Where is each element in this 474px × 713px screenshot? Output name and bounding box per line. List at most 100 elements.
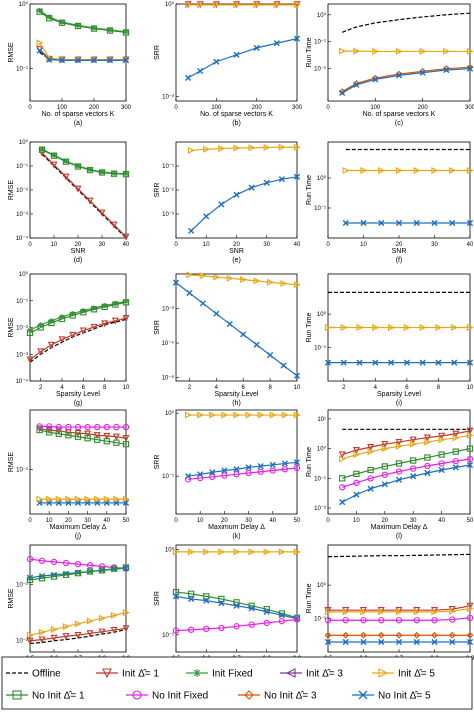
marker-no-init-5 [197, 471, 204, 478]
marker-no-init-1 [122, 171, 130, 178]
marker-no-init-fixed [84, 423, 91, 431]
subfigure-caption: (d) [74, 257, 83, 264]
marker-no-init-fixed [449, 616, 456, 623]
y-tick-label: 10⁰ [19, 1, 29, 8]
marker-no-init-fixed [62, 559, 70, 567]
marker-no-init-5 [36, 47, 43, 54]
marker-no-init-1 [101, 303, 108, 311]
marker-init-fixed [75, 22, 81, 28]
marker-init-fixed [91, 25, 97, 31]
series-line-no-init-fixed [29, 558, 127, 570]
x-tick-label: 40 [467, 242, 474, 248]
marker-no-init-fixed [466, 614, 474, 622]
plot-frame [327, 544, 471, 653]
marker-init-5 [233, 548, 241, 556]
marker-no-init-fixed [424, 462, 431, 470]
y-tick-label: 10⁻⁶ [162, 375, 175, 382]
marker-no-init-fixed [257, 468, 264, 475]
y-tick-label: 10⁻¹ [16, 582, 28, 588]
marker-init-fixed [107, 27, 113, 33]
legend-frame [1, 656, 473, 710]
marker-no-init-5 [267, 352, 274, 359]
marker-init-fixed [193, 669, 201, 677]
marker-init-1 [122, 314, 130, 322]
marker-no-init-5 [248, 184, 255, 191]
marker-no-init-3 [244, 690, 254, 700]
x-tick-label: 4 [374, 385, 378, 391]
marker-no-init-3 [413, 631, 421, 639]
marker-init-5 [413, 167, 421, 174]
marker-init-1 [338, 451, 346, 459]
marker-init-5 [248, 144, 256, 152]
marker-no-init-5 [353, 491, 360, 498]
x-axis-label: SNR [71, 248, 86, 255]
marker-no-init-5 [90, 57, 98, 64]
marker-no-init-fixed [378, 617, 385, 624]
marker-init-1 [90, 323, 98, 331]
chart-panel-m: 0.50.60.70.80.910⁻¹10⁻²Correlation Coeff… [8, 544, 131, 678]
x-tick-label: 2 [39, 385, 43, 391]
marker-no-init-5 [435, 359, 442, 366]
x-axis-label: No. of sparse vectors K [200, 111, 273, 118]
marker-no-init-1 [50, 573, 58, 580]
x-tick-label: 0 [28, 518, 32, 524]
marker-no-init-fixed [410, 465, 417, 472]
marker-no-init-1 [110, 565, 118, 572]
y-axis-label: Run Time [306, 312, 313, 342]
marker-init-5 [263, 548, 271, 556]
marker-init-1 [110, 626, 118, 634]
marker-init-5 [419, 47, 427, 55]
marker-no-init-fixed [98, 563, 106, 570]
marker-no-init-fixed [209, 473, 216, 480]
marker-no-init-1 [58, 315, 66, 323]
marker-init-5 [431, 167, 439, 174]
marker-init-5 [184, 411, 192, 419]
y-tick-label: 10⁻² [16, 639, 28, 645]
x-tick-label: 20 [396, 242, 403, 248]
marker-init-5 [122, 609, 130, 617]
marker-no-init-1 [452, 448, 459, 455]
marker-init-5 [378, 608, 386, 616]
marker-init-1 [423, 434, 431, 442]
marker-init-5 [280, 280, 288, 287]
marker-no-init-fixed [46, 423, 53, 430]
marker-init-1 [101, 320, 109, 328]
marker-init-5 [233, 144, 241, 152]
x-tick-label: 100 [370, 105, 381, 111]
marker-init-5 [431, 608, 439, 616]
marker-init-5 [113, 495, 121, 503]
marker-init-1 [395, 438, 403, 446]
marker-init-5 [381, 445, 389, 453]
marker-no-init-1 [90, 25, 98, 32]
marker-no-init-5 [58, 57, 66, 64]
marker-init-5 [46, 495, 54, 503]
marker-no-init-1 [122, 29, 130, 36]
series-line-no-init-5 [341, 464, 471, 503]
marker-no-init-fixed [466, 455, 474, 463]
marker-no-init-5 [293, 35, 301, 42]
marker-no-init-1 [410, 457, 417, 464]
marker-no-init-1 [36, 8, 43, 15]
y-tick-label: 10⁰ [19, 139, 29, 146]
marker-init-fixed [91, 305, 97, 311]
y-tick-label: 10⁻³ [162, 212, 174, 218]
marker-no-init-5 [449, 219, 456, 227]
marker-init-5 [367, 448, 375, 456]
subfigure-caption: (j) [75, 533, 81, 540]
chart-panel-a: 0 100 200 300 10⁰ 10⁻¹ No. of sparse vectors K… [8, 1, 132, 127]
y-tick-label: 10⁻¹ [314, 67, 326, 73]
legend-label: Init Δ̂= 3 [306, 668, 343, 680]
marker-no-init-5 [324, 638, 332, 646]
chart-panel-l: 0 10 20 30 40 50 10¹ 10⁰ 10⁻¹ 10⁻² Maximum Delay Δ… [306, 409, 474, 540]
marker-init-1 [367, 443, 375, 451]
marker-no-init-3 [466, 631, 474, 639]
marker-no-init-1 [112, 301, 119, 308]
series-line-init-1 [29, 317, 127, 361]
legend-label: No Init Δ̂= 5 [378, 690, 431, 702]
y-axis-label: RMSE [8, 317, 15, 338]
subfigure-caption: (c) [395, 120, 403, 127]
marker-init-5 [213, 273, 221, 281]
y-tick-label: 10⁻³ [16, 352, 28, 358]
y-tick-label: 10⁰ [165, 546, 175, 553]
y-axis-label: RMSE [8, 452, 15, 473]
